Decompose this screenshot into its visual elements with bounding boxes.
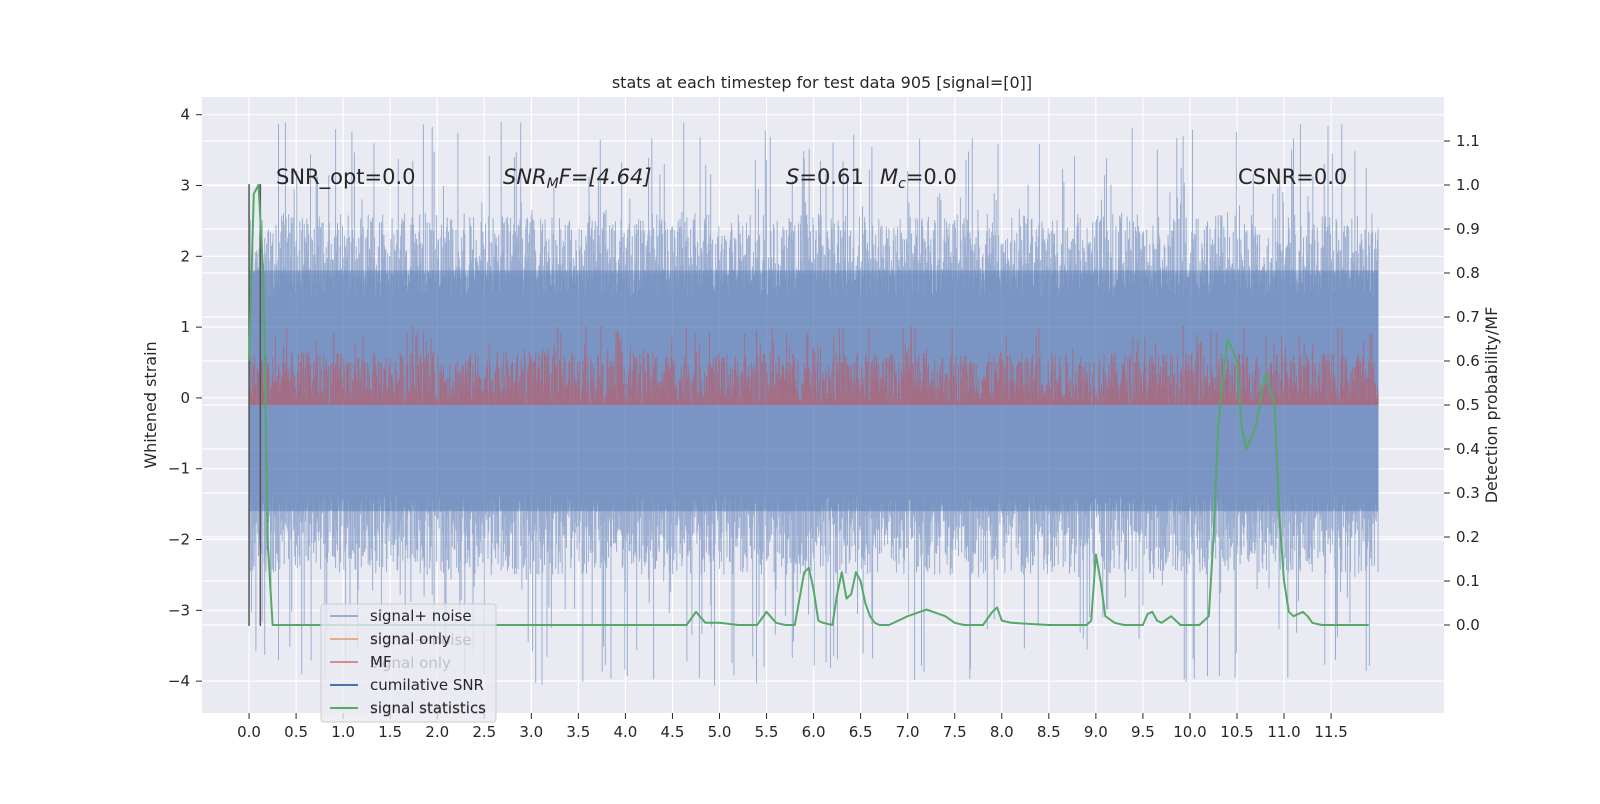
y-right-tick-label: 0.2 [1456, 528, 1480, 546]
y-right-tick-label: 1.1 [1456, 132, 1480, 150]
legend-label-noise: signal+ noise [370, 607, 472, 625]
x-tick-label: 9.5 [1131, 723, 1155, 741]
annotation-s: S=0.61 [786, 165, 864, 189]
x-tick-label: 0.0 [237, 723, 261, 741]
y-right-tick-label: 0.7 [1456, 308, 1480, 326]
annotation-snr-opt: SNR_opt=0.0 [276, 165, 416, 190]
chart-title: stats at each timestep for test data 905… [612, 73, 1032, 92]
y-right-tick-label: 0.1 [1456, 572, 1480, 590]
x-tick-label: 2.0 [425, 723, 449, 741]
y-right-tick-label: 0.4 [1456, 440, 1480, 458]
y-tick-label: 3 [180, 177, 190, 195]
y-tick-label: −3 [168, 601, 190, 619]
y-axis-right-label: Detection probability/MF [1482, 307, 1501, 504]
y-tick-label: 4 [180, 106, 190, 124]
x-tick-label: 1.5 [378, 723, 402, 741]
y-axis-left: 4 3 2 1 0 −1 −2 −3 −4 [168, 106, 202, 690]
legend-ghost-3: signal statistics [370, 700, 486, 718]
x-tick-label: 5.0 [708, 723, 732, 741]
legend-label-cumulative-snr: cumilative SNR [370, 676, 484, 694]
y-tick-label: −1 [168, 460, 190, 478]
y-tick-label: −2 [168, 531, 190, 549]
y-right-tick-label: 0.8 [1456, 264, 1480, 282]
x-tick-label: 7.0 [896, 723, 920, 741]
y-right-tick-label: 0.0 [1456, 616, 1480, 634]
x-tick-label: 11.5 [1314, 723, 1347, 741]
legend-ghost-1: signal+ noise [370, 631, 472, 649]
x-tick-label: 10.5 [1220, 723, 1253, 741]
x-tick-label: 4.0 [613, 723, 637, 741]
x-tick-label: 6.5 [849, 723, 873, 741]
legend-ghost-2: signal only [370, 654, 451, 672]
annotation-snr-mf: SNRMF=[4.64] [503, 165, 652, 192]
legend-label-signal-only: signal only [370, 630, 451, 648]
legend-label-statistics: signal statistics [370, 699, 486, 717]
y-tick-label: 2 [180, 247, 190, 265]
cumulative-snr-series [248, 184, 262, 626]
y-axis-label: Whitened strain [141, 341, 160, 468]
legend-box [320, 603, 497, 723]
x-axis: 0.0 0.5 1.0 1.5 2.0 2.5 3.0 3.5 4.0 4.5 5.0 5.5 6.0 6… [237, 713, 1348, 741]
y-right-tick-label: 0.5 [1456, 396, 1480, 414]
y-tick-label: −4 [168, 672, 190, 690]
legend-label-mf: MF [370, 653, 392, 671]
y-axis-right: 1.1 1.0 0.9 0.8 0.7 0.6 0.5 0.4 0.3 0.2 0.1 0.0 [1444, 132, 1480, 634]
x-tick-label: 8.0 [990, 723, 1014, 741]
x-tick-label: 3.5 [566, 723, 590, 741]
x-tick-label: 11.0 [1267, 723, 1300, 741]
y-right-tick-label: 1.0 [1456, 176, 1480, 194]
statistics-line [248, 184, 1369, 626]
x-tick-label: 1.0 [331, 723, 355, 741]
statistics-series [248, 184, 1369, 626]
x-tick-label: 0.5 [284, 723, 308, 741]
y-right-tick-label: 0.6 [1456, 352, 1480, 370]
x-tick-label: 7.5 [943, 723, 967, 741]
annotation-mc: Mc=0.0 [880, 165, 957, 192]
x-tick-label: 6.0 [802, 723, 826, 741]
y-right-tick-label: 0.9 [1456, 220, 1480, 238]
y-tick-label: 1 [180, 318, 190, 336]
y-right-tick-label: 0.3 [1456, 484, 1480, 502]
y-tick-label: 0 [180, 389, 190, 407]
x-tick-label: 9.0 [1084, 723, 1108, 741]
x-tick-label: 3.0 [519, 723, 543, 741]
annotation-csnr: CSNR=0.0 [1238, 165, 1347, 189]
x-tick-label: 4.5 [661, 723, 685, 741]
x-tick-label: 5.5 [755, 723, 779, 741]
x-tick-label: 8.5 [1037, 723, 1061, 741]
legend: signal+ noise signal only signal statist… [320, 603, 497, 723]
x-tick-label: 10.0 [1173, 723, 1206, 741]
x-tick-label: 2.5 [472, 723, 496, 741]
